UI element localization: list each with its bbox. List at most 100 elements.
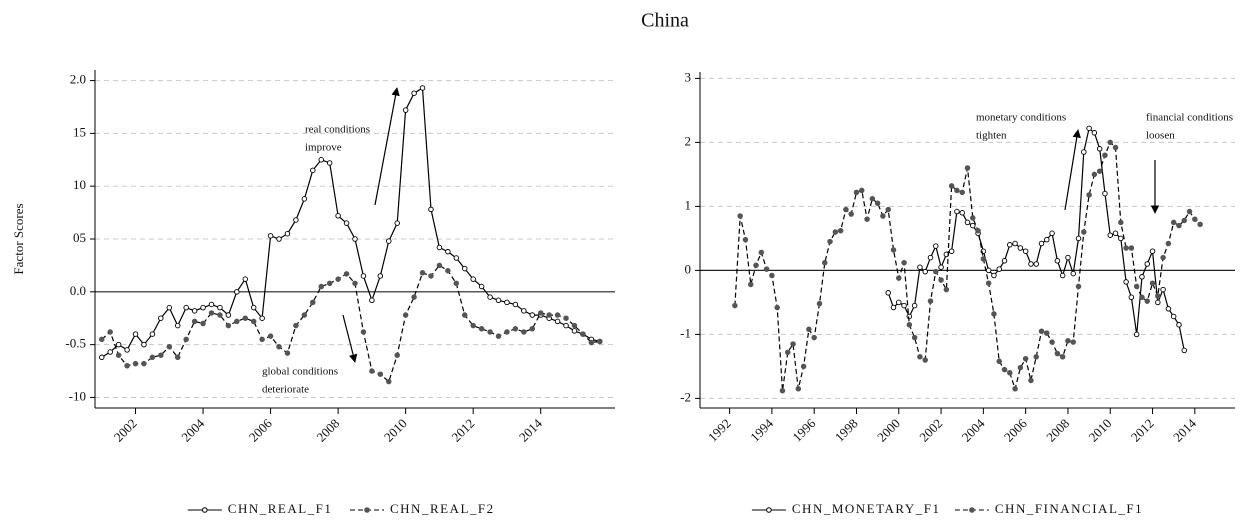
data-point (402, 312, 409, 318)
x-tick-label: 2004 (959, 415, 988, 444)
x-tick-label: 2014 (1170, 415, 1199, 444)
y-tick-label: 1 (685, 197, 692, 212)
data-point (1197, 221, 1203, 228)
data-point (954, 208, 960, 215)
data-point (1001, 366, 1008, 373)
data-point (970, 222, 976, 229)
legend-label: CHN_REAL_F1 (228, 501, 333, 516)
series-line (887, 127, 1185, 351)
annotation: monetary conditions (976, 112, 1066, 124)
data-point (521, 308, 527, 314)
data-point (580, 331, 586, 337)
data-point (250, 318, 257, 325)
data-point (1017, 245, 1024, 251)
data-point (436, 262, 443, 269)
data-point (1181, 217, 1187, 224)
y-tick-label: 0.0 (70, 283, 86, 298)
data-point (1075, 283, 1082, 290)
data-point (859, 187, 865, 194)
data-point (174, 322, 181, 329)
data-point (822, 259, 828, 266)
data-point (149, 354, 156, 361)
data-point (124, 363, 130, 369)
data-point (352, 236, 358, 242)
data-point (132, 331, 139, 337)
data-point (964, 219, 971, 226)
data-point (996, 266, 1002, 272)
data-point (1007, 370, 1013, 376)
data-point (394, 220, 400, 226)
data-point (927, 298, 934, 304)
data-point (326, 280, 333, 287)
data-point (115, 352, 122, 358)
annotation: loosen (1146, 130, 1175, 142)
data-point (874, 200, 881, 206)
legend-label: CHN_FINANCIAL_F1 (995, 501, 1143, 516)
data-point (1176, 322, 1182, 328)
data-point (191, 318, 198, 325)
data-point (166, 304, 173, 311)
data-point (1102, 152, 1108, 158)
data-point (1112, 230, 1119, 237)
data-point (428, 206, 434, 213)
data-point (1017, 364, 1024, 371)
data-point (1044, 330, 1050, 336)
data-point (445, 248, 451, 255)
data-point (896, 299, 902, 306)
x-tick-label: 2000 (874, 416, 903, 445)
data-point (837, 227, 844, 234)
y-tick-label: 2.0 (70, 72, 86, 87)
data-point (1028, 261, 1034, 267)
data-point (1149, 280, 1156, 286)
data-point (785, 349, 791, 356)
y-tick-label: 15 (73, 124, 86, 139)
data-point (933, 243, 939, 249)
y-tick-label: 10 (73, 177, 86, 192)
data-point (546, 312, 552, 318)
y-tick-label: 3 (685, 69, 692, 84)
figure-title: China (641, 10, 689, 32)
data-point (208, 301, 215, 308)
data-point (1091, 171, 1098, 178)
data-point (200, 304, 206, 311)
data-point (748, 281, 754, 288)
x-tick-label: 2010 (1085, 416, 1114, 445)
data-point (1022, 355, 1029, 362)
data-point (335, 276, 341, 282)
data-point (1123, 245, 1129, 251)
data-point (461, 312, 468, 318)
legend-label: CHN_REAL_F2 (390, 501, 495, 516)
data-point (1149, 248, 1156, 254)
data-point (800, 363, 807, 370)
data-point (453, 255, 460, 261)
data-point (495, 333, 502, 339)
data-point (1133, 331, 1140, 338)
data-point (985, 280, 992, 286)
data-point (906, 313, 913, 320)
data-point (1033, 354, 1039, 360)
data-point (242, 276, 249, 282)
data-point (217, 312, 223, 318)
data-point (964, 165, 971, 171)
annotation: real conditions (305, 124, 370, 136)
data-point (107, 329, 113, 335)
data-point (158, 315, 164, 321)
data-point (1054, 350, 1061, 357)
data-point (1059, 272, 1066, 279)
data-point (225, 312, 232, 318)
data-point (816, 300, 823, 307)
data-point (1160, 254, 1166, 261)
data-point (588, 339, 595, 346)
series-line (734, 141, 1201, 391)
data-point (310, 299, 316, 306)
data-point (985, 267, 992, 274)
data-point (554, 312, 561, 318)
annotation: deteriorate (262, 384, 309, 396)
data-point (1038, 328, 1045, 334)
data-point (149, 331, 156, 337)
data-point (267, 233, 274, 239)
annotation: improve (305, 142, 342, 154)
data-point (537, 310, 544, 316)
y-tick-label: -0.5 (65, 336, 86, 351)
data-point (1107, 139, 1113, 146)
